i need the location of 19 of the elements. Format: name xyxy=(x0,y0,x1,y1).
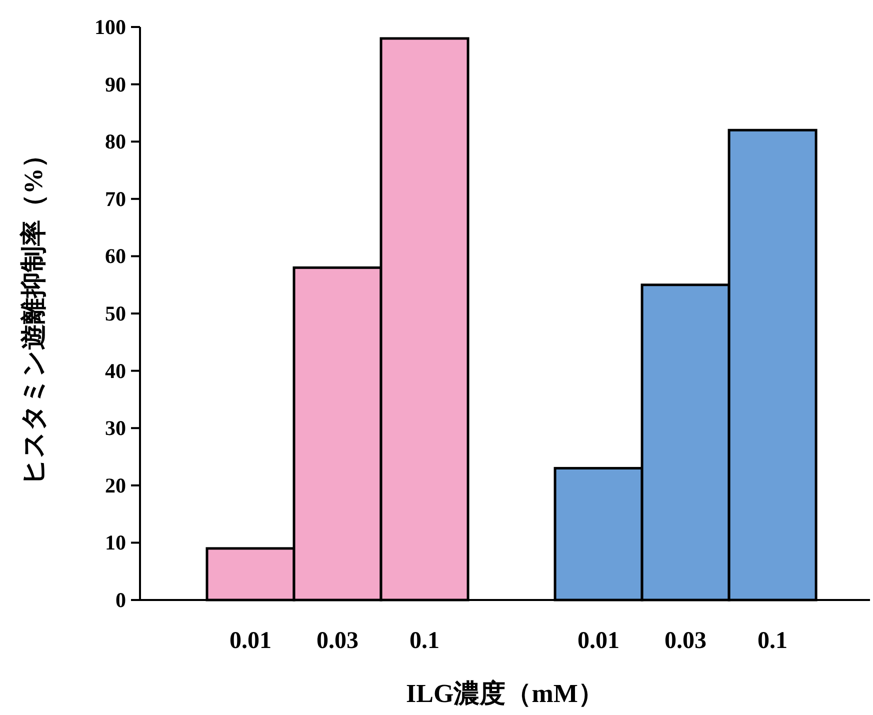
y-tick-label: 70 xyxy=(105,186,126,211)
y-tick-label: 40 xyxy=(105,358,126,383)
y-tick-label: 60 xyxy=(105,244,126,268)
x-tick-label: 0.1 xyxy=(758,628,788,654)
x-tick-label: 0.01 xyxy=(578,628,620,654)
y-tick-label: 30 xyxy=(105,416,126,440)
y-tick-label: 90 xyxy=(105,72,126,96)
y-axis-title: ヒスタミン遊離抑制率（%） xyxy=(19,142,48,485)
y-tick-label: 50 xyxy=(105,302,126,326)
y-tick-label: 80 xyxy=(105,130,126,154)
x-tick-label: 0.1 xyxy=(410,628,440,654)
y-tick-label: 10 xyxy=(105,530,126,555)
x-tick-label: 0.03 xyxy=(316,628,359,654)
y-tick-label: 100 xyxy=(94,15,126,39)
y-tick-label: 20 xyxy=(105,473,126,498)
x-axis-title: ILG濃度（mM） xyxy=(406,679,604,708)
x-tick-label: 0.03 xyxy=(664,628,707,654)
x-tick-label: 0.01 xyxy=(230,628,272,654)
y-tick-label: 0 xyxy=(116,588,126,612)
